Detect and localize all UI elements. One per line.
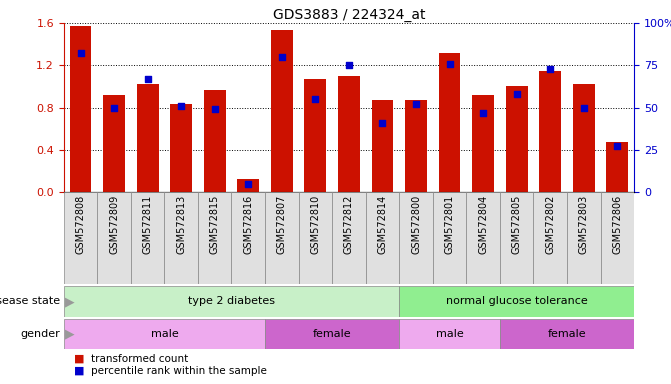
Bar bbox=[539, 71, 561, 192]
Text: GSM572804: GSM572804 bbox=[478, 195, 488, 254]
Bar bbox=[567, 192, 601, 284]
Text: GSM572812: GSM572812 bbox=[344, 195, 354, 254]
Bar bbox=[466, 192, 500, 284]
Point bbox=[411, 101, 421, 107]
Text: male: male bbox=[150, 329, 178, 339]
Text: female: female bbox=[548, 329, 586, 339]
Text: GSM572807: GSM572807 bbox=[277, 195, 287, 254]
Bar bbox=[198, 192, 231, 284]
Point bbox=[243, 180, 254, 187]
Text: gender: gender bbox=[21, 329, 60, 339]
Point bbox=[176, 103, 187, 109]
Point bbox=[344, 62, 354, 68]
Bar bbox=[399, 286, 634, 317]
Bar bbox=[265, 319, 399, 349]
Text: ■: ■ bbox=[74, 354, 85, 364]
Text: GSM572813: GSM572813 bbox=[176, 195, 186, 254]
Bar bbox=[399, 319, 500, 349]
Bar bbox=[64, 319, 265, 349]
Title: GDS3883 / 224324_at: GDS3883 / 224324_at bbox=[272, 8, 425, 22]
Bar bbox=[70, 26, 91, 192]
Point bbox=[578, 104, 589, 111]
Bar bbox=[170, 104, 192, 192]
Bar bbox=[366, 192, 399, 284]
Bar bbox=[238, 179, 259, 192]
Bar bbox=[399, 192, 433, 284]
Bar bbox=[433, 192, 466, 284]
Bar bbox=[500, 192, 533, 284]
Text: GSM572816: GSM572816 bbox=[244, 195, 253, 254]
Text: GSM572802: GSM572802 bbox=[546, 195, 555, 254]
Bar bbox=[204, 89, 225, 192]
Point bbox=[276, 54, 287, 60]
Point bbox=[511, 91, 522, 97]
Point bbox=[142, 76, 153, 82]
Bar bbox=[601, 192, 634, 284]
Bar bbox=[338, 76, 360, 192]
Bar bbox=[405, 100, 427, 192]
Text: disease state: disease state bbox=[0, 296, 60, 306]
Text: GSM572811: GSM572811 bbox=[143, 195, 152, 254]
Text: GSM572803: GSM572803 bbox=[579, 195, 588, 254]
Bar bbox=[64, 286, 399, 317]
Bar bbox=[265, 192, 299, 284]
Bar bbox=[332, 192, 366, 284]
Point bbox=[444, 61, 455, 67]
Text: GSM572805: GSM572805 bbox=[512, 195, 521, 254]
Text: GSM572814: GSM572814 bbox=[378, 195, 387, 254]
Point bbox=[75, 50, 86, 56]
Text: type 2 diabetes: type 2 diabetes bbox=[188, 296, 275, 306]
Point bbox=[612, 143, 623, 149]
Bar bbox=[64, 192, 97, 284]
Bar bbox=[131, 192, 164, 284]
Text: transformed count: transformed count bbox=[91, 354, 188, 364]
Point bbox=[377, 120, 388, 126]
Bar bbox=[607, 142, 628, 192]
Bar bbox=[439, 53, 460, 192]
Bar bbox=[231, 192, 265, 284]
Bar bbox=[97, 192, 131, 284]
Text: GSM572801: GSM572801 bbox=[445, 195, 454, 254]
Text: GSM572808: GSM572808 bbox=[76, 195, 85, 254]
Bar bbox=[164, 192, 198, 284]
Text: GSM572810: GSM572810 bbox=[311, 195, 320, 254]
Point bbox=[209, 106, 220, 112]
Bar bbox=[533, 192, 567, 284]
Text: ▶: ▶ bbox=[65, 295, 74, 308]
Text: normal glucose tolerance: normal glucose tolerance bbox=[446, 296, 588, 306]
Bar bbox=[506, 86, 527, 192]
Text: GSM572806: GSM572806 bbox=[613, 195, 622, 254]
Bar bbox=[500, 319, 634, 349]
Point bbox=[109, 104, 119, 111]
Bar bbox=[271, 30, 293, 192]
Text: GSM572800: GSM572800 bbox=[411, 195, 421, 254]
Text: GSM572815: GSM572815 bbox=[210, 195, 219, 254]
Bar bbox=[299, 192, 332, 284]
Point bbox=[545, 66, 556, 72]
Point bbox=[478, 109, 488, 116]
Bar bbox=[472, 95, 494, 192]
Text: ▶: ▶ bbox=[65, 328, 74, 341]
Text: percentile rank within the sample: percentile rank within the sample bbox=[91, 366, 266, 376]
Bar bbox=[305, 79, 326, 192]
Text: female: female bbox=[313, 329, 352, 339]
Bar bbox=[103, 95, 125, 192]
Bar bbox=[372, 100, 393, 192]
Bar bbox=[573, 84, 595, 192]
Text: ■: ■ bbox=[74, 366, 85, 376]
Text: male: male bbox=[435, 329, 464, 339]
Text: GSM572809: GSM572809 bbox=[109, 195, 119, 254]
Point bbox=[310, 96, 321, 102]
Bar bbox=[137, 84, 158, 192]
